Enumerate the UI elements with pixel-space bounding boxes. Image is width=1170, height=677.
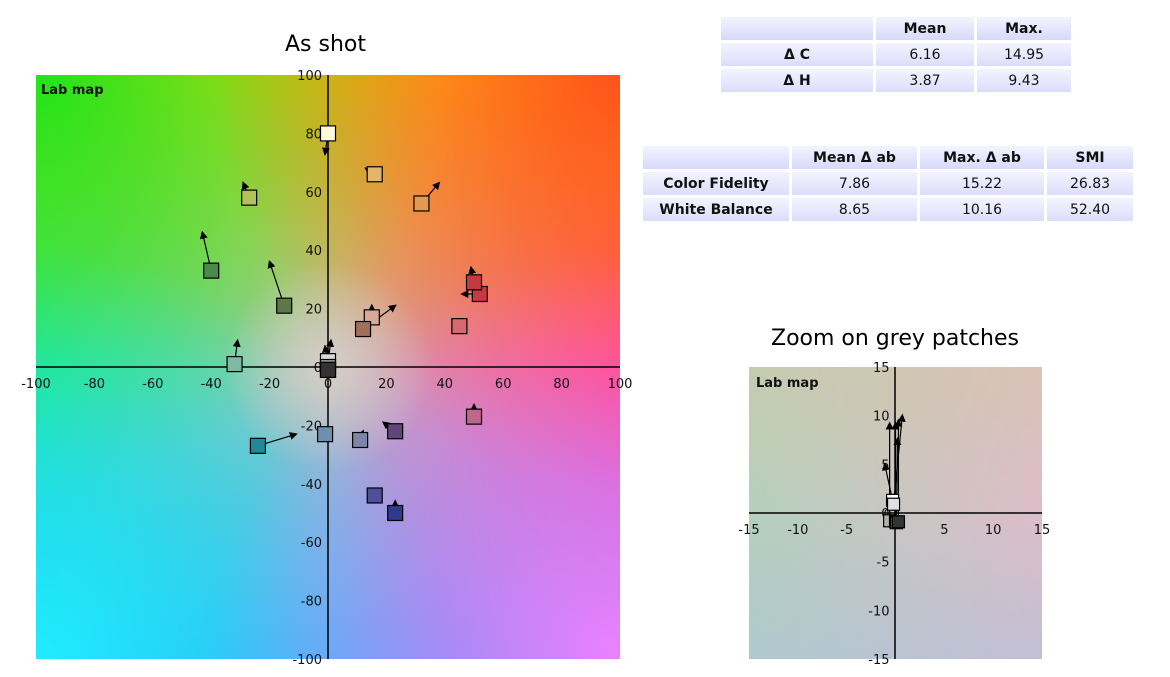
x-tick-label: -60 [142,377,163,392]
y-tick-label: 40 [305,244,322,259]
table1-cell-mean: 3.87 [876,69,974,92]
patch-marker [319,125,337,142]
table2-cell-mean: 8.65 [792,198,917,221]
patch-marker [465,274,483,291]
main-chart-title: As shot [285,32,366,57]
table2-row-label: Color Fidelity [643,172,789,195]
table2-header-max: Max. Δ ab [920,146,1044,169]
x-tick-label: 40 [437,377,454,392]
x-tick-label: 15 [1034,523,1051,538]
x-tick-label: -10 [787,523,808,538]
y-tick-label: 80 [305,127,322,142]
y-tick-label: -5 [877,556,890,571]
table2-cell-max: 10.16 [920,198,1044,221]
y-tick-label: -40 [301,478,322,493]
y-tick-label: 15 [873,361,890,376]
main-map-label: Lab map [41,83,104,98]
y-tick-label: -100 [292,653,322,668]
patch-marker [387,423,404,440]
table-row: Color Fidelity 7.86 15.22 26.83 [643,172,1133,195]
table2-row-label: White Balance [643,198,789,221]
x-tick-label: -20 [259,377,280,392]
table2-header-blank [643,146,789,169]
x-tick-label: 60 [495,377,512,392]
x-tick-label: 5 [940,523,948,538]
patch-marker [465,408,483,425]
table1-row-label: Δ C [721,43,873,66]
y-tick-label: 100 [297,69,322,84]
table1-row-label: Δ H [721,69,873,92]
x-tick-label: -15 [738,523,759,538]
y-tick-label: 60 [305,186,322,201]
x-tick-label: -40 [201,377,222,392]
y-tick-label: 20 [305,303,322,318]
y-tick-label: -15 [868,653,889,668]
y-tick-label: -10 [868,604,889,619]
y-tick-label: -80 [301,595,322,610]
patch-marker [366,166,383,183]
table2-header-smi: SMI [1047,146,1133,169]
table1-header-max: Max. [977,17,1071,40]
patch-marker [451,318,468,335]
patch-marker [352,431,369,449]
y-tick-label: -20 [301,419,322,434]
x-tick-label: 10 [985,523,1002,538]
table2-cell-smi: 26.83 [1047,172,1133,195]
table2-cell-max: 15.22 [920,172,1044,195]
x-tick-label: 100 [608,377,633,392]
patch-marker [276,297,293,314]
table1-cell-max: 14.95 [977,43,1071,66]
table2-cell-mean: 7.86 [792,172,917,195]
fidelity-table: Mean Δ ab Max. Δ ab SMI Color Fidelity 7… [640,143,1136,224]
x-tick-label: -5 [840,523,853,538]
table2-cell-smi: 52.40 [1047,198,1133,221]
patch-marker [241,189,258,206]
patch-marker [319,361,337,379]
x-tick-label: -80 [84,377,105,392]
chroma-hue-table: Mean Max. Δ C 6.16 14.95 Δ H 3.87 9.43 [718,14,1074,95]
patch-marker [354,320,372,338]
patch-marker [413,195,430,212]
x-tick-label: 0 [324,377,332,392]
y-tick-label: 10 [873,410,890,425]
table-row: Δ H 3.87 9.43 [721,69,1071,92]
patch-marker [203,262,220,279]
y-tick-label: 0 [314,361,322,376]
patch-marker [387,504,404,522]
x-tick-label: 80 [553,377,570,392]
patch-marker [366,487,383,504]
patch-marker [226,355,243,373]
table1-header-mean: Mean [876,17,974,40]
patch-marker [886,497,901,511]
table1-header-blank [721,17,873,40]
table-row: Δ C 6.16 14.95 [721,43,1071,66]
x-tick-label: -100 [21,377,51,392]
table1-cell-mean: 6.16 [876,43,974,66]
patch-marker [249,437,267,454]
patch-marker [891,515,906,529]
zoom-map-label: Lab map [756,376,819,391]
table1-cell-max: 9.43 [977,69,1071,92]
table2-header-mean: Mean Δ ab [792,146,917,169]
x-tick-label: 20 [378,377,395,392]
patch-marker [316,426,334,443]
zoom-chart-title: Zoom on grey patches [771,326,1019,351]
y-tick-label: -60 [301,536,322,551]
table-row: White Balance 8.65 10.16 52.40 [643,198,1133,221]
